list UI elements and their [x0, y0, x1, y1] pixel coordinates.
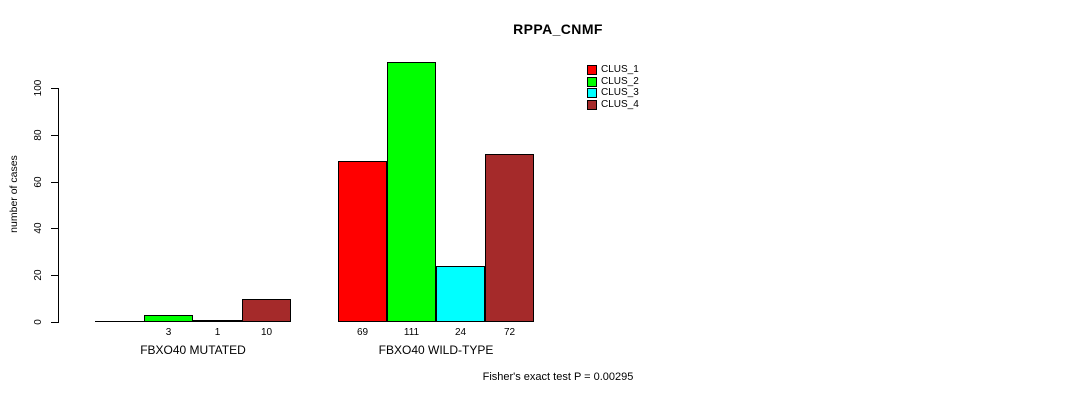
- bar-value-label: 24: [454, 327, 467, 338]
- legend-item-clus-1: CLUS_1: [587, 65, 639, 75]
- y-tick: [51, 275, 58, 276]
- bar-clus-4: [242, 299, 291, 322]
- chart-title: RPPA_CNMF: [513, 21, 603, 37]
- y-tick-label: 100: [33, 79, 44, 97]
- y-axis-label: number of cases: [8, 155, 20, 233]
- y-tick-label: 80: [33, 129, 44, 141]
- y-tick: [51, 135, 58, 136]
- bar-clus-3: [436, 266, 485, 322]
- y-axis-line: [58, 88, 59, 323]
- y-tick: [51, 182, 58, 183]
- legend-swatch-clus-4: [587, 99, 597, 110]
- x-category-label: FBXO40 MUTATED: [140, 343, 246, 357]
- x-category-label: FBXO40 WILD-TYPE: [378, 343, 494, 357]
- legend: CLUS_1 CLUS_2 CLUS_3 CLUS_4: [587, 65, 639, 111]
- bar-clus-2: [144, 315, 193, 322]
- bar-value-label: 111: [403, 327, 420, 338]
- y-tick: [51, 228, 58, 229]
- legend-item-clus-4: CLUS_4: [587, 98, 639, 110]
- bar-clus-3: [193, 320, 242, 322]
- legend-swatch-clus-1: [587, 65, 597, 75]
- y-tick-label: 40: [33, 222, 44, 234]
- legend-item-clus-3: CLUS_3: [587, 87, 639, 99]
- bar-clus-4: [485, 154, 534, 322]
- bar-value-label: 69: [356, 327, 369, 338]
- bar-clus-1-zero: [95, 321, 144, 322]
- legend-label-clus-2: CLUS_2: [601, 75, 639, 87]
- legend-label-clus-1: CLUS_1: [601, 64, 639, 75]
- bar-value-label: 72: [503, 327, 516, 338]
- bar-clus-1: [338, 161, 387, 322]
- y-tick-label: 60: [33, 176, 44, 188]
- bar-value-label: 3: [165, 327, 172, 338]
- fisher-test-annotation: Fisher's exact test P = 0.00295: [482, 371, 634, 383]
- y-tick: [51, 88, 58, 89]
- bar-clus-2: [387, 62, 436, 322]
- bar-value-label: 1: [214, 327, 221, 338]
- y-tick: [51, 322, 58, 323]
- legend-swatch-clus-2: [587, 76, 597, 87]
- legend-item-clus-2: CLUS_2: [587, 75, 639, 87]
- bar-value-label: 10: [260, 327, 273, 338]
- legend-swatch-clus-3: [587, 88, 597, 99]
- y-tick-label: 0: [33, 319, 44, 325]
- legend-label-clus-4: CLUS_4: [601, 98, 639, 110]
- legend-label-clus-3: CLUS_3: [601, 87, 639, 99]
- y-tick-label: 20: [33, 269, 44, 281]
